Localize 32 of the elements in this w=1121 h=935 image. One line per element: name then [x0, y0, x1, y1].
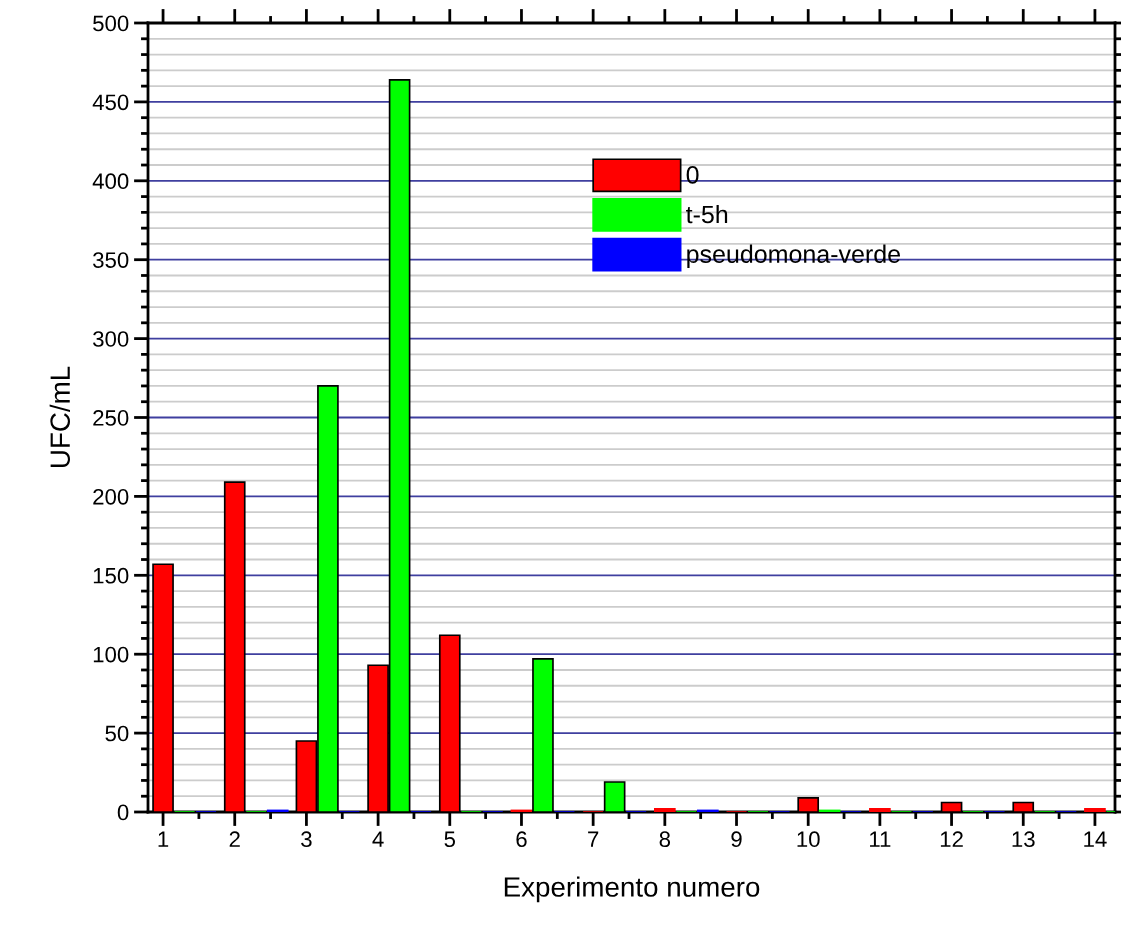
y-tick-label: 150: [93, 567, 129, 584]
x-tick-label: 8: [659, 831, 671, 848]
x-tick-label: 4: [372, 831, 384, 847]
y-tick-label: 350: [93, 252, 129, 268]
y-tick-label: 400: [92, 173, 129, 190]
bar: [869, 808, 891, 812]
y-tick-label: 100: [93, 646, 129, 663]
y-axis-title: UFC/mL: [49, 366, 71, 468]
x-tick-label: 9: [731, 831, 742, 848]
x-tick-label: 3: [301, 831, 312, 848]
x-tick-label: 12: [940, 831, 963, 847]
x-tick-label: 2: [229, 831, 240, 847]
legend-label: 0: [686, 166, 699, 184]
bar: [1084, 808, 1106, 812]
y-tick-label: 50: [105, 725, 129, 742]
bar: [653, 808, 676, 812]
y-tick-label: 300: [93, 331, 129, 347]
x-tick-label: 1: [158, 831, 169, 847]
x-axis-title: Experimento numero: [504, 876, 760, 903]
y-tick-label: 250: [93, 410, 129, 426]
x-tick-label: 5: [444, 831, 456, 848]
x-tick-label: 11: [870, 831, 891, 847]
y-tick-label: 450: [92, 94, 129, 111]
x-tick-label: 7: [588, 831, 599, 847]
x-tick-label: 14: [1084, 831, 1107, 847]
y-tick-label: 200: [93, 488, 129, 505]
x-tick-label: 13: [1012, 831, 1035, 848]
y-tick-label: 500: [93, 15, 129, 32]
x-tick-label: 6: [516, 831, 527, 848]
legend-label: t-5h: [686, 205, 728, 224]
x-tick-label: 10: [797, 831, 820, 848]
y-tick-label: 0: [117, 804, 129, 821]
